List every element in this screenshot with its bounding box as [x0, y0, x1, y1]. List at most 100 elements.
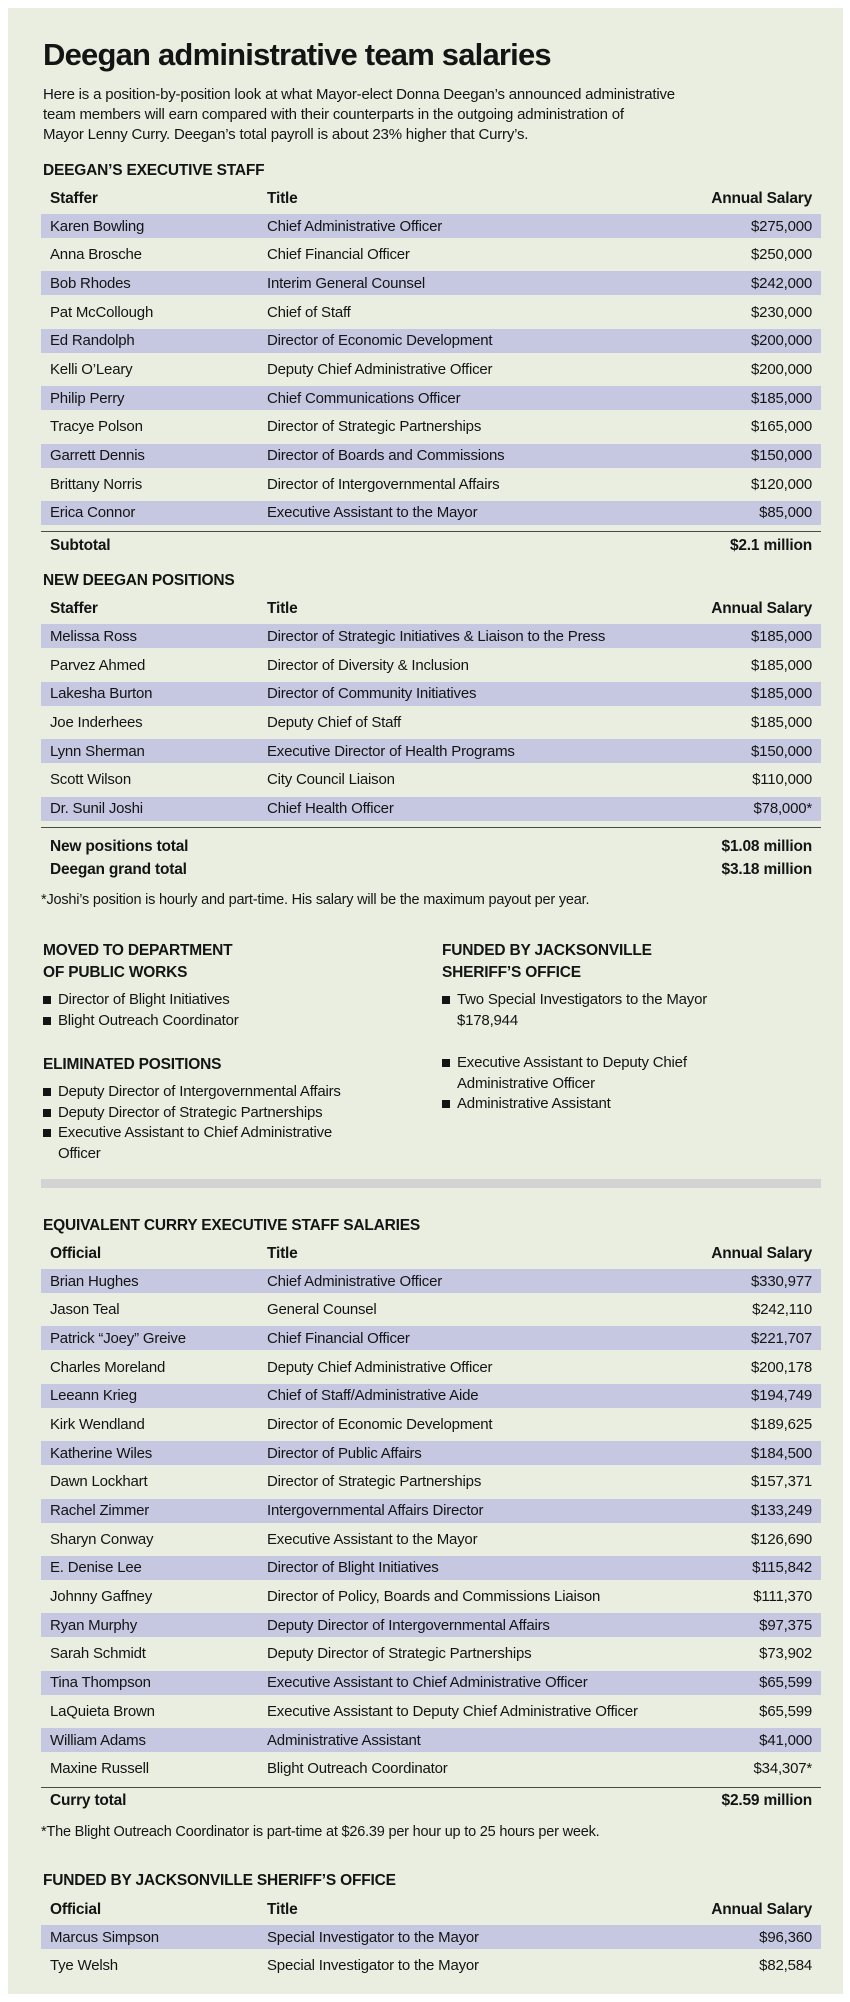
table-cell-title: Chief Financial Officer	[267, 246, 410, 264]
table-row: Tina Thompson Executive Assistant to Chie…	[41, 1670, 821, 1695]
column-header-title: Title	[267, 1245, 298, 1262]
table-row: Dawn Lockhart Director of Strategic Partn…	[41, 1470, 821, 1494]
table-row: Scott Wilson City Council Liaison $110,000	[41, 768, 821, 792]
heading-line: ELIMINATED POSITIONS	[43, 1056, 222, 1073]
list-item-label: Two Special Investigators to the Mayor $1…	[457, 990, 707, 1031]
table-cell-salary: $200,000	[751, 332, 812, 350]
table-cell-salary: $189,625	[751, 1415, 812, 1433]
table-cell-name: LaQuieta Brown	[50, 1702, 155, 1720]
intro-paragraph: Here is a position-by-position look at w…	[43, 85, 821, 145]
table-cell-name: Karen Bowling	[50, 217, 145, 235]
table-cell-salary: $65,599	[759, 1702, 812, 1720]
table-row: Patrick “Joey” Greive Chief Financial Off…	[41, 1326, 821, 1351]
table-cell-name: Anna Brosche	[50, 246, 142, 264]
heading-line: OF PUBLIC WORKS	[43, 964, 188, 981]
table-cell-title: City Council Liaison	[267, 771, 395, 789]
table-cell-title: Intergovernmental Affairs Director	[267, 1502, 484, 1519]
table-cell-salary: $185,000	[751, 713, 812, 731]
table-cell-title: Director of Public Affairs	[267, 1444, 422, 1462]
table-cell-name: William Adams	[50, 1731, 146, 1749]
heading-sheriff-funded: FUNDED BY JACKSONVILLE SHERIFF’S OFFICE	[442, 940, 821, 984]
column-header-staffer: Staffer	[50, 190, 98, 207]
table-cell-salary: $200,178	[751, 1358, 812, 1376]
footnote-blight: *The Blight Outreach Coordinator is part…	[41, 1824, 600, 1841]
total-label: Deegan grand total	[50, 860, 187, 878]
divider-rule	[41, 826, 821, 828]
table-cell-title: Deputy Chief Administrative Officer	[267, 360, 493, 378]
table-cell-salary: $185,000	[751, 627, 812, 645]
table-cell-title: Executive Assistant to Chief Administrat…	[267, 1674, 588, 1692]
list-item: Executive Assistant to Deputy Chief Admi…	[442, 1053, 737, 1094]
table-cell-salary: $78,000*	[753, 800, 813, 817]
table-cell-title: Director of Diversity & Inclusion	[267, 656, 469, 674]
heading-moved-to-public-works: MOVED TO DEPARTMENT OF PUBLIC WORKS	[43, 940, 442, 984]
table-cell-title: Chief of Staff/Administrative Aide	[267, 1387, 479, 1405]
table-row: Erica Connor Executive Assistant to the M…	[41, 500, 821, 525]
table-cell-name: Marcus Simpson	[50, 1928, 159, 1946]
bullet-square-icon	[43, 1016, 51, 1025]
table-cell-title: Director of Community Initiatives	[267, 685, 477, 703]
table-cell-name: Bob Rhodes	[50, 274, 131, 292]
table-row: Dr. Sunil Joshi Chief Health Officer $78,0…	[41, 796, 821, 821]
table-cell-salary: $185,000	[751, 656, 812, 674]
total-label: Curry total	[50, 1792, 127, 1810]
total-row-grand-total: Deegan grand total $3.18 million	[41, 858, 821, 881]
table-cell-title: Executive Assistant to the Mayor	[267, 1530, 478, 1548]
table-row: Leeann Krieg Chief of Staff/Administrativ…	[41, 1383, 821, 1408]
table-row: Philip Perry Chief Communications Officer…	[41, 386, 821, 411]
table-row: Jason Teal General Counsel $242,110	[41, 1298, 821, 1322]
table-row: Brian Hughes Chief Administrative Officer…	[41, 1269, 821, 1293]
table-body-new-positions: Melissa Ross Director of Strategic Initia…	[41, 624, 821, 821]
column-header-official: Official	[50, 1245, 101, 1262]
table-row: Melissa Ross Director of Strategic Initia…	[41, 624, 821, 649]
table-cell-salary: $115,842	[752, 1559, 812, 1577]
table-row: Anna Brosche Chief Financial Officer $250,…	[41, 243, 821, 267]
table-cell-name: Patrick “Joey” Greive	[50, 1329, 186, 1347]
table-header-row: Staffer Title Annual Salary	[41, 190, 821, 207]
moved-list: Director of Blight Initiatives Blight Out…	[43, 990, 373, 1031]
heading-line: SHERIFF’S OFFICE	[442, 964, 581, 981]
table-cell-salary: $200,000	[751, 360, 812, 378]
table-body-curry-staff: Brian Hughes Chief Administrative Officer…	[41, 1269, 821, 1781]
table-cell-salary: $242,000	[751, 274, 812, 292]
table-cell-title: Director of Blight Initiatives	[267, 1559, 439, 1577]
table-cell-name: Rachel Zimmer	[50, 1502, 150, 1519]
table-row: Johnny Gaffney Director of Policy, Boards…	[41, 1585, 821, 1609]
column-header-title: Title	[267, 190, 298, 207]
table-cell-title: Special Investigator to the Mayor	[267, 1928, 479, 1946]
table-row: Bob Rhodes Interim General Counsel $242,00…	[41, 271, 821, 296]
table-row: LaQuieta Brown Executive Assistant to Dep…	[41, 1699, 821, 1723]
column-header-title: Title	[267, 600, 298, 618]
subtotal-row: Subtotal $2.1 million	[41, 532, 821, 559]
table-cell-salary: $184,500	[751, 1444, 812, 1462]
list-item-label: Executive Assistant to Chief Administrat…	[58, 1124, 333, 1162]
table-cell-name: Ed Randolph	[50, 332, 135, 350]
table-cell-name: Tracye Polson	[50, 418, 143, 436]
list-item: Director of Blight Initiatives	[43, 990, 373, 1011]
table-row: Parvez Ahmed Director of Diversity & Incl…	[41, 653, 821, 677]
table-cell-name: Pat McCollough	[50, 303, 154, 321]
table-cell-salary: $41,000	[759, 1731, 812, 1749]
table-row: Lynn Sherman Executive Director of Health…	[41, 739, 821, 764]
intro-line: team members will earn compared with the…	[43, 106, 624, 123]
table-row: Tracye Polson Director of Strategic Partn…	[41, 415, 821, 439]
table-row: Marcus Simpson Special Investigator to th…	[41, 1925, 821, 1950]
totals-block: New positions total $1.08 million Deegan…	[41, 835, 821, 881]
table-cell-salary: $133,249	[751, 1502, 812, 1519]
table-cell-name: Dawn Lockhart	[50, 1473, 148, 1491]
bullet-square-icon	[442, 1100, 450, 1108]
table-row: Lakesha Burton Director of Community Init…	[41, 681, 821, 706]
table-cell-salary: $165,000	[751, 418, 812, 436]
table-header-row: Official Title Annual Salary	[41, 1901, 821, 1918]
right-column: FUNDED BY JACKSONVILLE SHERIFF’S OFFICE …	[442, 940, 821, 1164]
table-row: Sharyn Conway Executive Assistant to the …	[41, 1527, 821, 1551]
table-row: Sarah Schmidt Deputy Director of Strategi…	[41, 1642, 821, 1666]
table-cell-salary: $85,000	[759, 504, 812, 522]
list-item-label: Executive Assistant to Deputy Chief Admi…	[457, 1054, 687, 1092]
table-cell-salary: $230,000	[751, 303, 812, 321]
table-cell-title: Chief Health Officer	[267, 800, 394, 817]
column-header-staffer: Staffer	[50, 600, 98, 618]
divider-rule	[41, 530, 821, 533]
table-cell-salary: $110,000	[752, 771, 812, 789]
list-item-label: Deputy Director of Strategic Partnership…	[58, 1103, 323, 1121]
